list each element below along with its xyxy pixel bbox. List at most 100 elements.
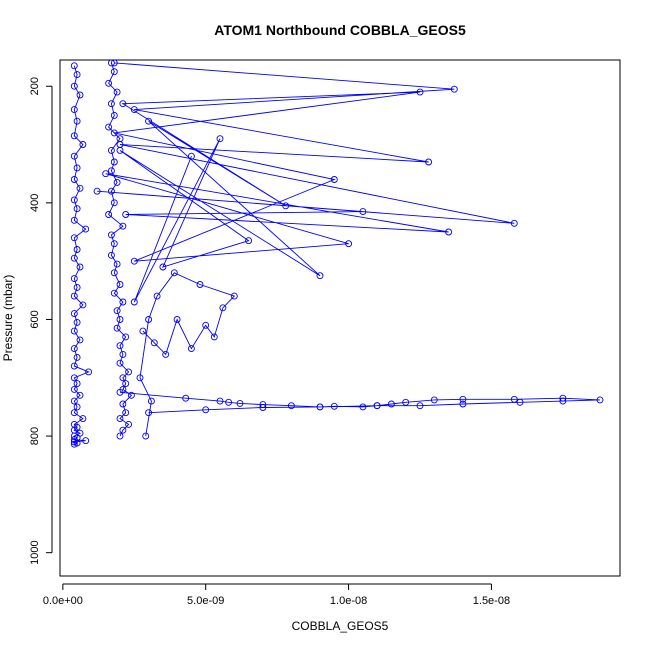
data-point [70,374,78,382]
data-point [162,350,170,358]
data-point [282,202,290,210]
data-point [122,211,130,218]
data-point [116,432,124,440]
data-point [119,100,127,108]
data-point [70,409,78,417]
data-point [73,318,81,326]
x-axis: 0.0e+00 5.0e-09 1.0e-08 1.5e-08 [43,583,510,607]
data-point [113,178,121,186]
data-point [76,336,84,344]
data-point [116,388,124,396]
data-point [159,263,167,271]
data-point [516,398,524,406]
data-point [130,298,138,306]
data-point [73,403,81,411]
data-point [182,394,190,402]
data-point [187,152,195,160]
data-point [259,404,267,411]
data-point [345,240,353,248]
series-line [97,62,515,303]
data-point [105,79,113,87]
data-point [416,88,424,96]
x-tick-label: 0.0e+00 [43,595,83,607]
data-point [110,199,118,207]
data-point [136,374,144,382]
data-point [130,257,138,265]
data-point [107,251,115,259]
data-point [93,187,101,195]
data-point [330,176,338,183]
data-point [147,397,155,405]
data-point [287,402,295,410]
data-point [359,208,367,216]
data-point [73,283,81,291]
data-point [107,100,115,108]
data-point [125,368,133,376]
data-point [445,228,453,236]
data-point [73,117,81,125]
data-point [125,420,133,428]
data-point [173,316,181,323]
data-point [216,397,224,405]
data-point [259,401,267,409]
data-point [70,275,78,283]
data-point [236,399,244,407]
data-point [76,91,84,99]
data-point [116,146,124,154]
data-point [105,211,113,218]
data-point [113,260,121,268]
data-point [70,106,78,114]
data-point [127,391,135,399]
x-axis-label: COBBLA_GEOS5 [292,619,389,633]
data-point [225,398,233,406]
data-point [122,333,130,341]
y-tick-label: 800 [29,427,41,445]
data-point [510,395,518,403]
data-point [145,117,153,125]
data-point [82,437,90,445]
data-point [596,396,604,404]
data-point [110,68,118,76]
data-point [119,350,127,358]
data-point [116,342,124,350]
series-layer [70,60,604,448]
y-tick-label: 400 [29,194,41,212]
data-point [107,167,115,175]
series-line [72,65,90,445]
data-point [122,380,130,388]
series-line [108,62,133,437]
data-point [245,237,253,245]
data-point [230,292,238,300]
data-point [202,321,210,329]
data-point [116,359,124,367]
data-point [116,415,124,423]
data-point [150,339,158,347]
data-point [113,88,121,96]
data-point [110,269,118,277]
data-point [85,368,93,376]
data-point [510,219,518,227]
data-point [119,426,127,434]
data-point [116,316,124,323]
data-point [76,391,84,399]
data-point [110,60,118,67]
x-tick-label: 1.5e-08 [473,595,510,607]
data-point [359,403,367,411]
data-point [119,222,127,230]
data-point [153,292,161,300]
data-point [119,374,127,382]
data-point [73,205,81,213]
data-point [113,307,121,315]
data-point [450,85,458,93]
data-point [170,269,178,277]
data-point [107,231,115,239]
y-tick-label: 200 [29,77,41,95]
data-point [139,327,147,335]
data-point [70,196,78,204]
data-point [425,158,433,166]
data-point [70,385,78,393]
data-point [119,400,127,408]
data-point [459,395,467,403]
data-point [70,62,78,70]
data-point [110,289,118,297]
